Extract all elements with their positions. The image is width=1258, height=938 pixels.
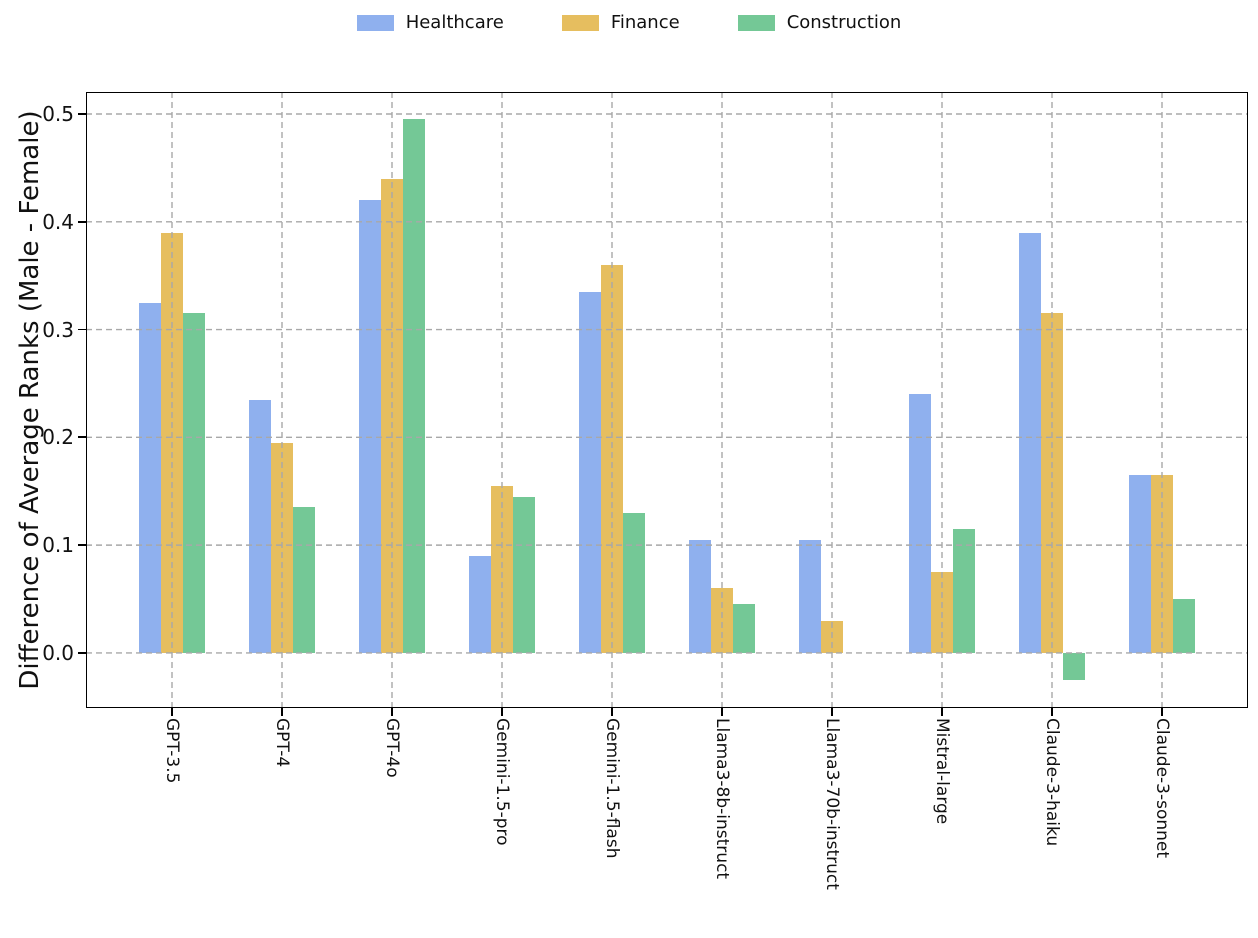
bar: [601, 264, 623, 653]
y-axis-label: Difference of Average Ranks (Male - Fema…: [15, 110, 45, 690]
bar: [183, 313, 205, 653]
bar: [953, 528, 975, 653]
bar: [909, 394, 931, 653]
bar: [1063, 652, 1085, 680]
x-tick-label: Llama3-70b-instruct: [822, 718, 842, 890]
x-tick-label: GPT-4o: [382, 718, 402, 778]
bar: [931, 572, 953, 653]
bar: [139, 302, 161, 653]
bar: [799, 539, 821, 653]
legend-swatch: [737, 14, 775, 31]
x-tick-label: Gemini-1.5-flash: [602, 718, 622, 859]
y-tick-label: 0.0: [42, 640, 74, 665]
legend-swatch: [356, 14, 394, 31]
bar: [821, 620, 843, 653]
x-tick: [1161, 708, 1163, 716]
y-tick: [78, 544, 86, 547]
bar: [469, 555, 491, 653]
y-tick: [78, 220, 86, 223]
bar: [711, 588, 733, 653]
x-tick-label: GPT-3.5: [162, 718, 182, 784]
x-tick: [391, 708, 393, 716]
bar: [491, 485, 513, 653]
x-tick: [281, 708, 283, 716]
legend-item: Healthcare: [356, 12, 504, 33]
bar: [249, 399, 271, 653]
x-tick: [1051, 708, 1053, 716]
legend-item: Finance: [561, 12, 680, 33]
legend-label: Finance: [610, 12, 680, 33]
x-tick: [171, 708, 173, 716]
y-tick-label: 0.3: [42, 317, 74, 342]
bar: [623, 512, 645, 653]
y-tick-label: 0.2: [42, 425, 74, 450]
bar: [1019, 232, 1041, 653]
legend: Healthcare Finance Construction: [0, 12, 1258, 33]
x-tick: [831, 708, 833, 716]
bar: [579, 291, 601, 653]
x-tick-label: Gemini-1.5-pro: [492, 718, 512, 846]
legend-item: Construction: [737, 12, 902, 33]
y-tick: [78, 113, 86, 115]
y-tick-label: 0.1: [42, 533, 74, 558]
bar: [1041, 313, 1063, 653]
y-tick-label: 0.5: [42, 101, 74, 126]
x-tick-label: Mistral-large: [932, 718, 952, 825]
legend-label: Healthcare: [405, 12, 504, 33]
bar: [271, 442, 293, 653]
bar: [733, 604, 755, 653]
bar: [1173, 599, 1195, 653]
bar: [381, 178, 403, 653]
y-tick: [78, 328, 86, 331]
bar: [1151, 475, 1173, 653]
x-tick: [721, 708, 723, 716]
y-tick-label: 0.4: [42, 209, 74, 234]
x-tick-label: Claude-3-sonnet: [1152, 718, 1172, 859]
x-tick: [941, 708, 943, 716]
bar: [161, 232, 183, 653]
x-tick: [611, 708, 613, 716]
bar: [293, 507, 315, 653]
bar: [1129, 475, 1151, 653]
bar: [359, 200, 381, 653]
y-tick: [78, 652, 86, 654]
x-tick-label: GPT-4: [272, 718, 292, 768]
bar: [403, 119, 425, 653]
x-tick: [501, 708, 503, 716]
x-tick-label: Claude-3-haiku: [1042, 718, 1062, 847]
legend-label: Construction: [786, 12, 902, 33]
bar: [513, 496, 535, 653]
x-tick-label: Llama3-8b-instruct: [712, 718, 732, 880]
y-tick: [78, 436, 86, 439]
legend-swatch: [561, 14, 599, 31]
bar: [689, 539, 711, 653]
